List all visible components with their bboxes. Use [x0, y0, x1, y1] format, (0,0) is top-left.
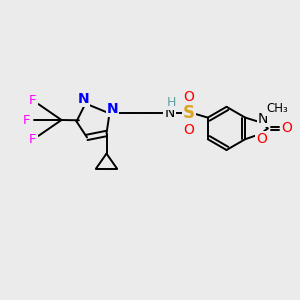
Text: F: F	[29, 133, 37, 146]
Text: O: O	[184, 90, 194, 104]
Text: N: N	[258, 112, 268, 126]
Text: O: O	[256, 132, 267, 146]
Text: N: N	[107, 102, 118, 116]
Text: F: F	[29, 94, 37, 107]
Text: H: H	[167, 95, 177, 109]
Text: CH₃: CH₃	[266, 102, 288, 115]
Text: N: N	[164, 106, 175, 120]
Text: S: S	[183, 104, 195, 122]
Text: F: F	[23, 113, 31, 127]
Text: N: N	[77, 92, 89, 106]
Text: O: O	[184, 123, 194, 137]
Text: O: O	[281, 122, 292, 135]
